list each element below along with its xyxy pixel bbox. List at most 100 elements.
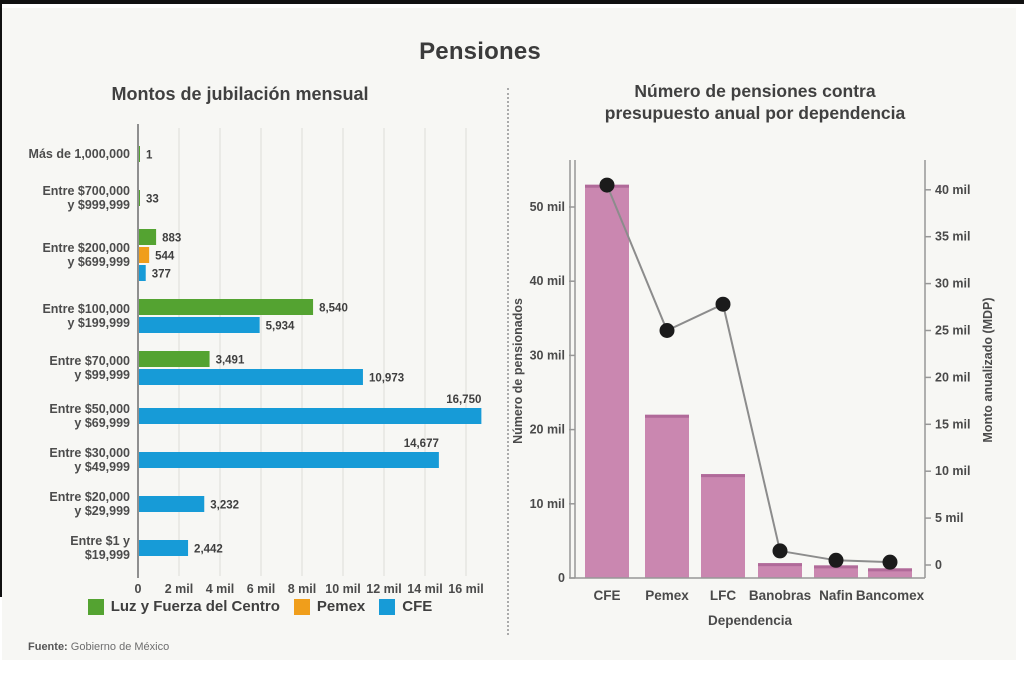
x-category-label: CFE	[594, 588, 621, 603]
left-tick-label: 30 mil	[530, 348, 565, 362]
right-tick-label: 40 mil	[935, 183, 970, 197]
right-tick-label: 5 mil	[935, 511, 964, 525]
legend: Luz y Fuerza del Centro Pemex CFE	[30, 598, 490, 615]
frame-left-border	[0, 0, 2, 597]
bar-luz-y-fuerza-del-centro	[138, 351, 210, 367]
bar-value-label: 3,232	[210, 500, 239, 512]
x-tick-label: 16 mil	[448, 582, 483, 596]
line-marker-pemex	[659, 323, 675, 338]
left-tick-label: 10 mil	[530, 497, 565, 511]
pemex-color-swatch	[293, 598, 310, 615]
line-marker-banobras	[772, 543, 788, 559]
right-chart-title: Número de pensiones contra presupuesto a…	[530, 80, 980, 125]
frame-top-border	[0, 0, 1024, 4]
bar-value-label: 16,750	[446, 394, 481, 406]
bar-value-label: 1	[146, 150, 153, 162]
x-tick-label: 14 mil	[407, 582, 442, 596]
bar-bancomex	[868, 568, 912, 578]
bar-value-label: 544	[155, 251, 175, 263]
left-tick-label: 0	[558, 571, 565, 585]
legend-item-lfc: Luz y Fuerza del Centro	[87, 598, 280, 615]
bar-cfe	[138, 265, 146, 281]
line-marker-nafin	[828, 552, 844, 568]
bar-cfe	[585, 184, 629, 578]
bar-top-edge	[758, 563, 802, 567]
x-tick-label: 12 mil	[366, 582, 401, 596]
right-chart-title-line1: Número de pensiones contra	[634, 81, 876, 101]
bar-cfe	[138, 496, 205, 512]
bar-luz-y-fuerza-del-centro	[138, 299, 314, 315]
line-marker-bancomex	[882, 554, 898, 570]
category-label: Entre $200,000 y $699,999	[42, 241, 130, 269]
x-tick-label: 2 mil	[165, 582, 194, 596]
left-chart-title: Montos de jubilación mensual	[111, 84, 369, 104]
bar-value-label: 883	[162, 233, 181, 245]
bar-cfe	[138, 408, 482, 424]
left-tick-label: 50 mil	[530, 200, 565, 214]
legend-item-pemex: Pemex	[293, 598, 366, 615]
right-tick-label: 25 mil	[935, 324, 970, 338]
category-label: Más de 1,000,000	[29, 147, 131, 161]
right-tick-label: 20 mil	[935, 370, 970, 384]
page-title: Pensiones	[419, 38, 541, 65]
bar-value-label: 5,934	[266, 321, 295, 333]
right-tick-label: 30 mil	[935, 277, 970, 291]
bar-value-label: 10,973	[369, 373, 404, 385]
legend-label-lfc: Luz y Fuerza del Centro	[110, 598, 280, 615]
bar-top-edge	[868, 568, 912, 572]
right-tick-label: 15 mil	[935, 417, 970, 431]
left-axis-title: Número de pensionados	[511, 298, 525, 444]
bar-banobras	[758, 563, 802, 578]
bar-cfe	[138, 540, 189, 556]
bar-nafin	[814, 565, 858, 578]
right-chart-title-line2: presupuesto anual por dependencia	[604, 103, 906, 124]
right-tick-label: 10 mil	[935, 464, 970, 478]
legend-label-cfe: CFE	[402, 598, 433, 615]
cfe-color-swatch	[379, 598, 396, 615]
lfc-color-swatch	[87, 598, 104, 615]
line-marker-lfc	[715, 296, 731, 312]
source-note: Fuente: Gobierno de México	[28, 641, 169, 653]
vertical-dotted-divider	[507, 88, 509, 635]
bar-top-edge	[645, 414, 689, 418]
monthly-retirement-amounts-chart: 0 2 mil 4 mil 6 mil 8 mil 10 mil 12 mil 14 mil 1…	[29, 124, 484, 596]
bar-value-label: 8,540	[319, 303, 348, 315]
left-tick-label: 40 mil	[530, 274, 565, 288]
legend-label-pemex: Pemex	[316, 598, 366, 615]
x-tick-label: 8 mil	[288, 582, 317, 596]
right-axis-title: Monto anualizado (MDP)	[981, 297, 995, 442]
bar-pemex	[138, 247, 150, 263]
bar-value-label: 33	[146, 194, 159, 206]
bar-value-label: 3,491	[216, 355, 245, 367]
x-category-label: Banobras	[749, 588, 811, 603]
x-category-label: Pemex	[645, 588, 689, 603]
x-category-label: Bancomex	[856, 588, 925, 603]
x-tick-label: 0	[135, 582, 142, 596]
right-tick-label: 35 mil	[935, 230, 970, 244]
x-tick-label: 6 mil	[247, 582, 276, 596]
category-label: Entre $50,000 y $69,999	[49, 402, 130, 430]
bar-cfe	[138, 452, 439, 468]
bar-value-label: 377	[152, 269, 171, 281]
x-axis-title: Dependencia	[708, 613, 793, 628]
category-label: Entre $70,000 y $99,999	[49, 354, 130, 382]
category-label: Entre $1 y $19,999	[70, 534, 130, 562]
bar-top-edge	[701, 474, 745, 478]
category-label: Entre $30,000 y $49,999	[49, 446, 130, 474]
source-label: Fuente:	[28, 641, 68, 653]
right-tick-label: 0	[935, 558, 942, 572]
x-category-label: LFC	[710, 588, 736, 603]
category-label: Entre $20,000 y $29,999	[49, 490, 130, 518]
category-label: Entre $700,000 y $999,999	[42, 184, 130, 212]
bar-pemex	[645, 414, 689, 578]
bar-value-label: 14,677	[404, 438, 439, 450]
x-tick-label: 10 mil	[325, 582, 360, 596]
bar-lfc	[701, 474, 745, 578]
line-marker-cfe	[599, 177, 615, 193]
x-tick-label: 4 mil	[206, 582, 235, 596]
source-text: Gobierno de México	[67, 641, 170, 653]
left-tick-label: 20 mil	[530, 423, 565, 437]
category-label: Entre $100,000 y $199,999	[42, 302, 130, 330]
bar-value-label: 2,442	[194, 544, 223, 556]
bar-cfe	[138, 369, 363, 385]
